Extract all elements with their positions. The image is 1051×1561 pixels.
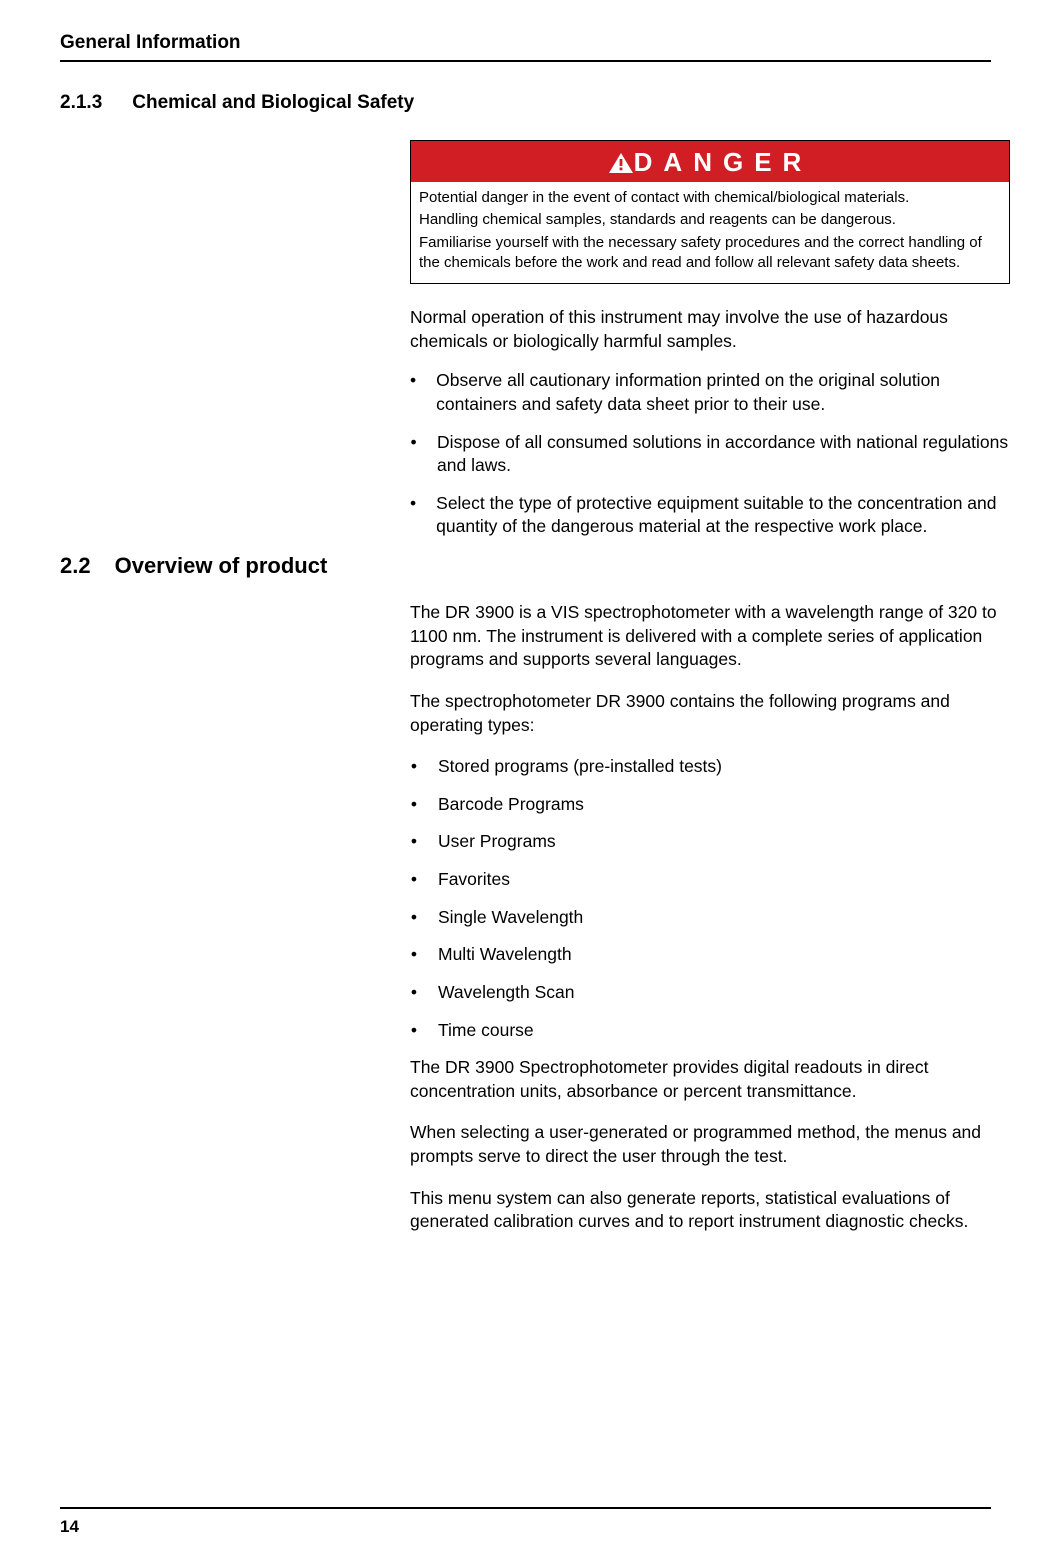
overview-item-7: Wavelength Scan bbox=[438, 981, 575, 1005]
section-2-2-title: Overview of product bbox=[115, 553, 328, 579]
overview-item-1: Stored programs (pre-installed tests) bbox=[438, 755, 722, 779]
safety-intro: Normal operation of this instrument may … bbox=[410, 306, 1010, 353]
bullet-icon: • bbox=[410, 431, 417, 478]
bullet-icon: • bbox=[410, 492, 416, 539]
list-item: • User Programs bbox=[410, 830, 1010, 854]
running-header: General Information bbox=[60, 32, 991, 54]
list-item: • Single Wavelength bbox=[410, 906, 1010, 930]
danger-para-3: Familiarise yourself with the necessary … bbox=[419, 233, 1001, 274]
list-item: • Barcode Programs bbox=[410, 793, 1010, 817]
danger-callout: DANGER Potential danger in the event of … bbox=[410, 140, 1010, 284]
list-item: • Observe all cautionary information prin… bbox=[410, 369, 1010, 416]
safety-bullets: • Observe all cautionary information prin… bbox=[410, 369, 1010, 539]
section-2-1-3-number: 2.1.3 bbox=[60, 92, 102, 114]
list-item: • Time course bbox=[410, 1019, 1010, 1043]
bullet-icon: • bbox=[410, 369, 416, 416]
danger-para-1: Potential danger in the event of contact… bbox=[419, 188, 1001, 208]
bullet-icon: • bbox=[410, 830, 418, 854]
content-column-1: DANGER Potential danger in the event of … bbox=[410, 140, 1010, 539]
bullet-icon: • bbox=[410, 1019, 418, 1043]
bullet-icon: • bbox=[410, 981, 418, 1005]
bullet-icon: • bbox=[410, 906, 418, 930]
safety-bullet-3: Select the type of protective equipment … bbox=[436, 492, 1010, 539]
rule-bottom bbox=[60, 1507, 991, 1509]
bullet-icon: • bbox=[410, 793, 418, 817]
running-header-text: General Information bbox=[60, 32, 241, 53]
section-2-2-heading: 2.2 Overview of product bbox=[60, 553, 991, 579]
danger-label: DANGER bbox=[634, 147, 813, 178]
section-2-2-number: 2.2 bbox=[60, 553, 91, 579]
overview-item-2: Barcode Programs bbox=[438, 793, 584, 817]
content-column-2: The DR 3900 is a VIS spectrophotometer w… bbox=[410, 601, 1010, 1234]
overview-para-5: This menu system can also generate repor… bbox=[410, 1187, 1010, 1234]
warning-triangle-icon bbox=[608, 152, 634, 174]
danger-body: Potential danger in the event of contact… bbox=[411, 182, 1009, 283]
list-item: • Stored programs (pre-installed tests) bbox=[410, 755, 1010, 779]
safety-bullet-2: Dispose of all consumed solutions in acc… bbox=[437, 431, 1010, 478]
overview-para-4: When selecting a user-generated or progr… bbox=[410, 1121, 1010, 1168]
bullet-icon: • bbox=[410, 868, 418, 892]
bullet-icon: • bbox=[410, 755, 418, 779]
overview-item-5: Single Wavelength bbox=[438, 906, 583, 930]
list-item: • Wavelength Scan bbox=[410, 981, 1010, 1005]
overview-para-1: The DR 3900 is a VIS spectrophotometer w… bbox=[410, 601, 1010, 672]
section-2-1-3-heading: 2.1.3 Chemical and Biological Safety bbox=[60, 92, 991, 114]
list-item: • Favorites bbox=[410, 868, 1010, 892]
overview-list: • Stored programs (pre-installed tests) •… bbox=[410, 755, 1010, 1042]
danger-header: DANGER bbox=[411, 141, 1009, 182]
page-number: 14 bbox=[60, 1517, 79, 1537]
safety-bullet-1: Observe all cautionary information print… bbox=[436, 369, 1010, 416]
list-item: • Select the type of protective equipment… bbox=[410, 492, 1010, 539]
list-item: • Dispose of all consumed solutions in ac… bbox=[410, 431, 1010, 478]
overview-item-4: Favorites bbox=[438, 868, 510, 892]
overview-item-3: User Programs bbox=[438, 830, 556, 854]
bullet-icon: • bbox=[410, 943, 418, 967]
danger-para-2: Handling chemical samples, standards and… bbox=[419, 210, 1001, 230]
section-2-1-3-title: Chemical and Biological Safety bbox=[132, 92, 414, 114]
rule-top bbox=[60, 60, 991, 62]
overview-para-2: The spectrophotometer DR 3900 contains t… bbox=[410, 690, 1010, 737]
overview-para-3: The DR 3900 Spectrophotometer provides d… bbox=[410, 1056, 1010, 1103]
list-item: • Multi Wavelength bbox=[410, 943, 1010, 967]
overview-item-8: Time course bbox=[438, 1019, 534, 1043]
overview-item-6: Multi Wavelength bbox=[438, 943, 572, 967]
